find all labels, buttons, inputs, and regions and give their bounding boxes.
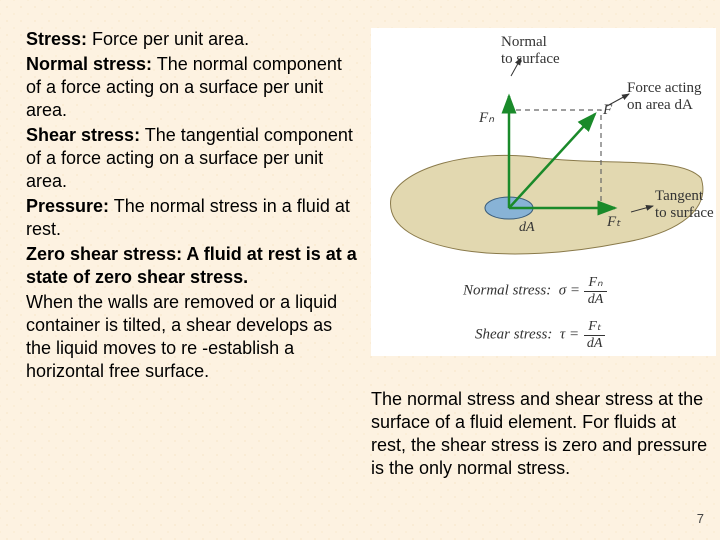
equation-shear: Shear stress: τ = Fₜ dA xyxy=(475,318,606,352)
definition-shear-stress: Shear stress: The tangential component o… xyxy=(26,124,361,193)
label-fn: Fₙ xyxy=(479,108,494,127)
label-f: F xyxy=(603,102,612,119)
label-tangent: Tangentto surface xyxy=(655,188,714,222)
definitions-column: Stress: Force per unit area. Normal stre… xyxy=(26,28,361,480)
term-pressure: Pressure: xyxy=(26,196,109,216)
label-da: dA xyxy=(519,220,535,236)
page-number: 7 xyxy=(697,511,704,526)
figure-caption: The normal stress and shear stress at th… xyxy=(369,388,716,480)
definition-stress: Stress: Force per unit area. xyxy=(26,28,361,51)
term-shear-stress: Shear stress: xyxy=(26,125,140,145)
term-normal-stress: Normal stress: xyxy=(26,54,152,74)
definition-normal-stress: Normal stress: The normal component of a… xyxy=(26,53,361,122)
label-normal: Normalto surface xyxy=(501,34,560,68)
label-ft: Fₜ xyxy=(607,212,621,231)
text-stress: Force per unit area. xyxy=(87,29,249,49)
equation-normal: Normal stress: σ = Fₙ dA xyxy=(463,274,607,308)
definition-zero-shear: Zero shear stress: A fluid at rest is at… xyxy=(26,243,361,289)
stress-figure: Normalto surface Force actingon area dA … xyxy=(371,28,716,356)
term-zero-shear: Zero shear stress: xyxy=(26,244,182,264)
figure-column: Normalto surface Force actingon area dA … xyxy=(369,28,716,480)
term-stress: Stress: xyxy=(26,29,87,49)
label-force: Force actingon area dA xyxy=(627,80,702,114)
extra-paragraph: When the walls are removed or a liquid c… xyxy=(26,291,361,383)
definition-pressure: Pressure: The normal stress in a fluid a… xyxy=(26,195,361,241)
